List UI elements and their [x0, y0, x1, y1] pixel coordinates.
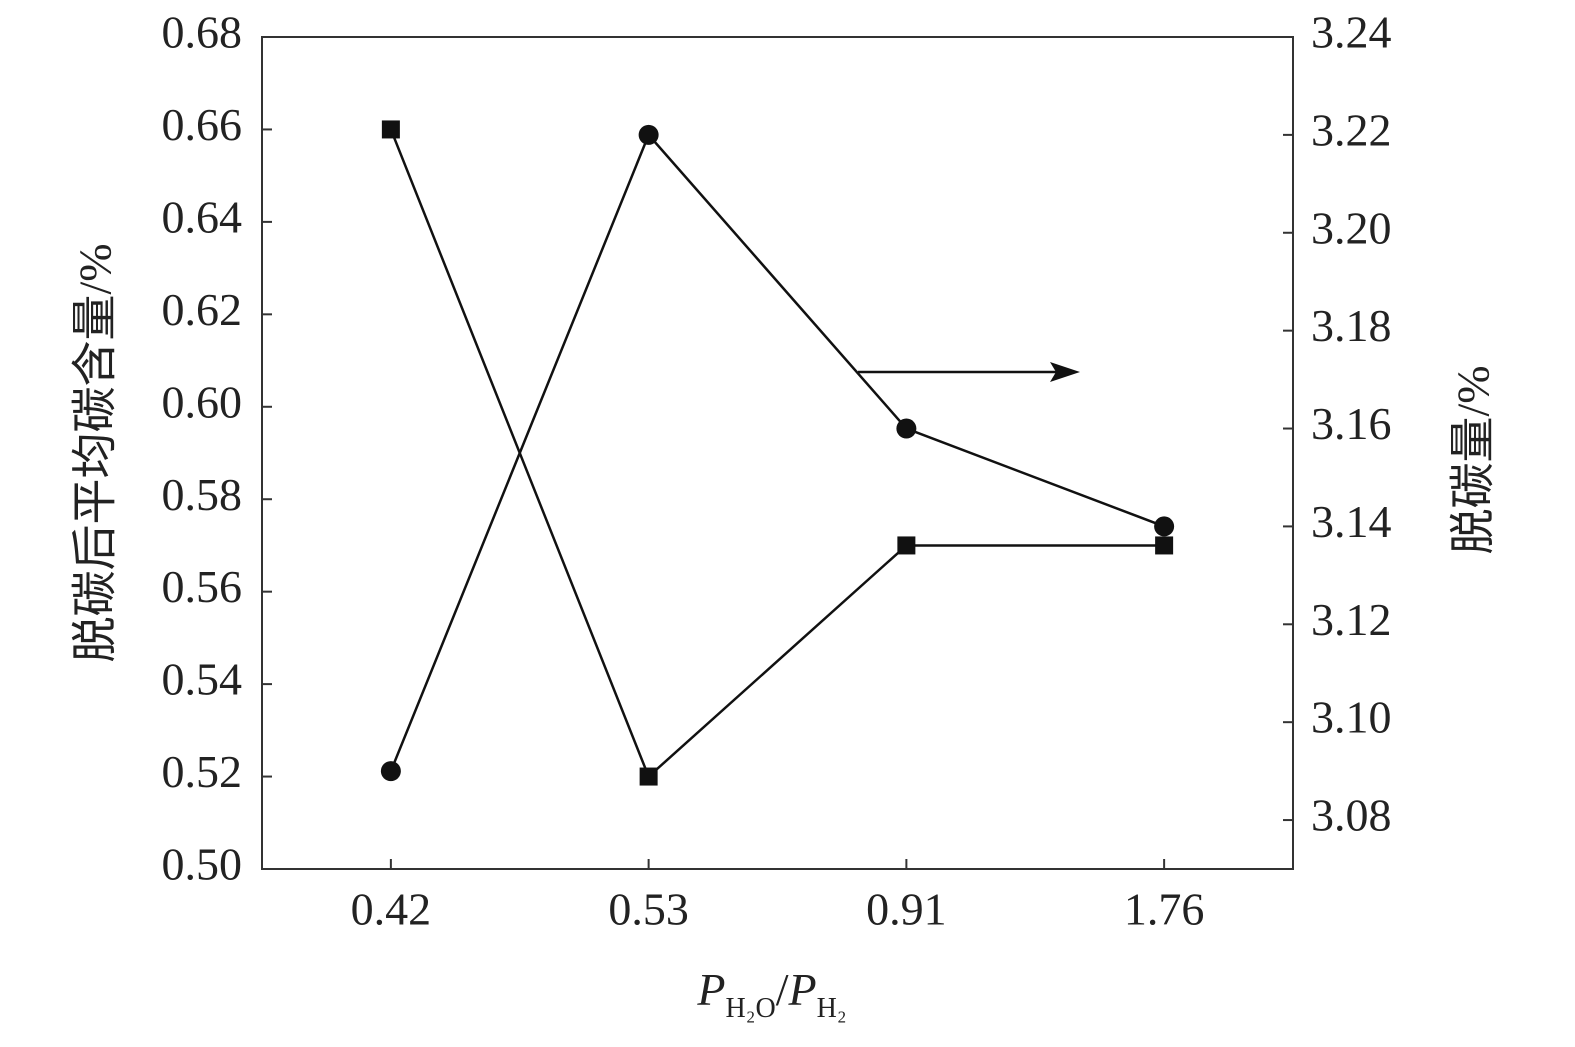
plot-frame: [261, 36, 1294, 870]
x-tick-label: 1.76: [1124, 884, 1205, 935]
square-marker: [639, 767, 658, 786]
circle-marker: [896, 418, 917, 439]
y2-tick-label: 3.12: [1311, 594, 1392, 645]
y2-tick-label: 3.22: [1311, 104, 1392, 155]
x-axis-label: PH₂O/PH₂: [696, 964, 846, 1024]
y-tick-label: 0.64: [162, 191, 243, 242]
square-marker: [1155, 536, 1174, 555]
y-axis-label: 脱碳后平均碳含量/%: [70, 243, 121, 662]
y-tick-label: 0.68: [162, 7, 243, 58]
square-marker: [897, 536, 916, 555]
y-tick-label: 0.62: [162, 284, 243, 335]
y2-tick-label: 3.10: [1311, 692, 1392, 743]
y-tick-label: 0.50: [162, 839, 243, 890]
y-tick-label: 0.54: [162, 654, 243, 705]
y2-axis-label: 脱碳量/%: [1448, 365, 1499, 554]
x-tick-label: 0.91: [866, 884, 947, 935]
x-tick-label: 0.53: [608, 884, 689, 935]
y-tick-label: 0.56: [162, 561, 243, 612]
square-marker: [381, 120, 400, 139]
y2-tick-label: 3.14: [1311, 496, 1392, 547]
x-tick-label: 0.42: [351, 884, 432, 935]
y2-tick-label: 3.08: [1311, 790, 1392, 841]
series-line: [389, 128, 1165, 779]
y-tick-label: 0.66: [162, 99, 243, 150]
y-tick-label: 0.52: [162, 746, 243, 797]
x-label-part: H₂: [817, 993, 847, 1024]
circle-marker: [380, 761, 401, 782]
circle-marker: [638, 124, 659, 145]
x-label-part: /: [776, 964, 789, 1015]
circle-marker: [1154, 516, 1175, 537]
y2-tick-label: 3.18: [1311, 300, 1392, 351]
y-tick-label: 0.60: [162, 376, 243, 427]
axis-arrow-head: [1050, 362, 1080, 382]
y2-tick-label: 3.24: [1311, 7, 1392, 58]
y2-tick-label: 3.20: [1311, 202, 1392, 253]
series-line: [389, 132, 1165, 772]
y2-tick-label: 3.16: [1311, 398, 1392, 449]
y-tick-label: 0.58: [162, 469, 243, 520]
x-label-part: P: [696, 964, 725, 1015]
x-label-part: P: [788, 964, 817, 1015]
x-label-part: H₂O: [726, 993, 776, 1024]
